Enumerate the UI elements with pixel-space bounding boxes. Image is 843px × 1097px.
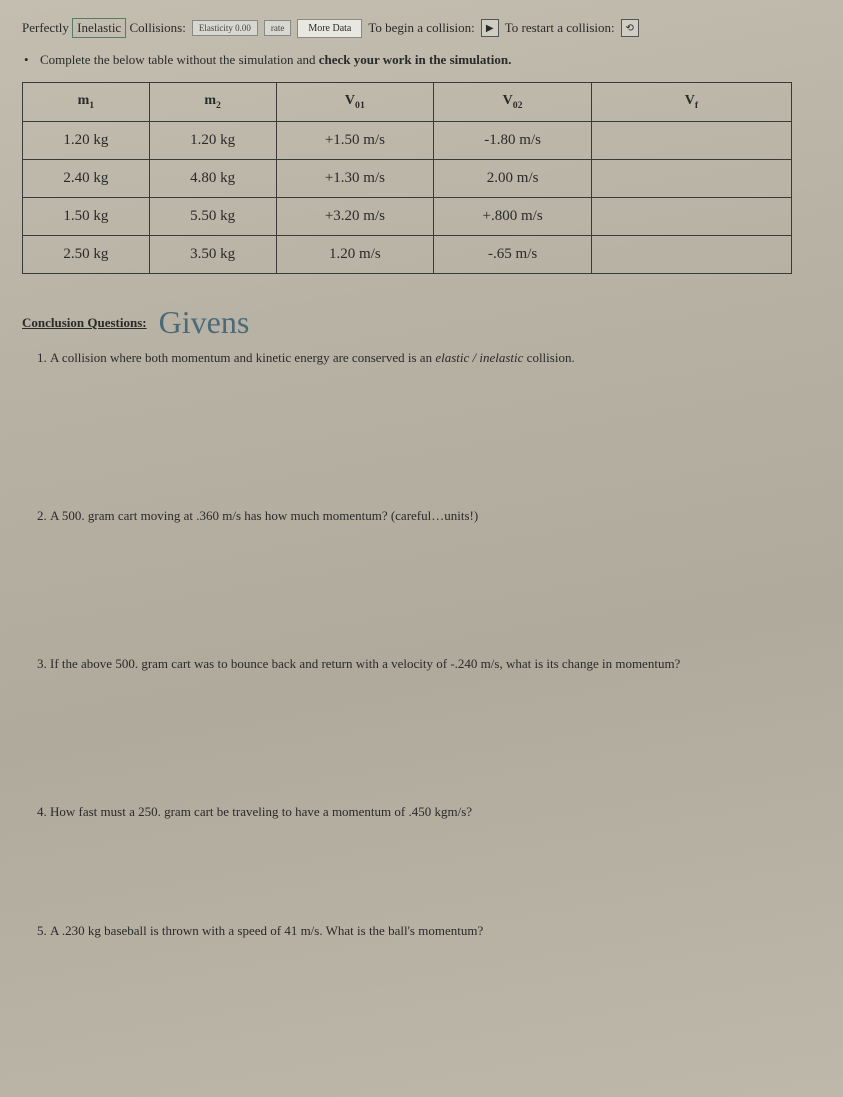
- cell-vf[interactable]: [592, 197, 792, 235]
- cell-m2: 5.50 kg: [149, 197, 276, 235]
- questions-list: A collision where both momentum and kine…: [22, 349, 821, 940]
- table-row: 1.50 kg 5.50 kg +3.20 m/s +.800 m/s: [23, 197, 792, 235]
- cell-m1: 2.40 kg: [23, 159, 150, 197]
- inelastic-boxed: Inelastic: [72, 18, 126, 38]
- col-header-v02: V02: [434, 83, 592, 122]
- cell-m2: 4.80 kg: [149, 159, 276, 197]
- table-row: 2.50 kg 3.50 kg 1.20 m/s -.65 m/s: [23, 235, 792, 273]
- question-3: If the above 500. gram cart was to bounc…: [50, 655, 821, 673]
- restart-icon[interactable]: ⟲: [621, 19, 639, 37]
- cell-v02: 2.00 m/s: [434, 159, 592, 197]
- table-row: 2.40 kg 4.80 kg +1.30 m/s 2.00 m/s: [23, 159, 792, 197]
- cell-m1: 1.20 kg: [23, 121, 150, 159]
- question-1: A collision where both momentum and kine…: [50, 349, 821, 367]
- cell-vf[interactable]: [592, 235, 792, 273]
- table-header-row: m1 m2 V01 V02 Vf: [23, 83, 792, 122]
- rate-button[interactable]: rate: [264, 20, 292, 36]
- question-5: A .230 kg baseball is thrown with a spee…: [50, 922, 821, 940]
- cell-m1: 2.50 kg: [23, 235, 150, 273]
- question-4: How fast must a 250. gram cart be travel…: [50, 803, 821, 821]
- restart-collision-label: To restart a collision:: [505, 20, 615, 36]
- cell-m2: 1.20 kg: [149, 121, 276, 159]
- cell-v01: +3.20 m/s: [276, 197, 434, 235]
- conclusion-heading: Conclusion Questions:: [22, 315, 147, 331]
- cell-v02: -.65 m/s: [434, 235, 592, 273]
- instruction-text: Complete the below table without the sim…: [40, 52, 821, 68]
- begin-collision-label: To begin a collision:: [368, 20, 474, 36]
- worksheet-header: Perfectly Inelastic Collisions: Elastici…: [22, 18, 821, 38]
- table-row: 1.20 kg 1.20 kg +1.50 m/s -1.80 m/s: [23, 121, 792, 159]
- perfectly-label: Perfectly Inelastic Collisions:: [22, 18, 186, 38]
- cell-v02: -1.80 m/s: [434, 121, 592, 159]
- cell-v02: +.800 m/s: [434, 197, 592, 235]
- cell-v01: +1.30 m/s: [276, 159, 434, 197]
- handwritten-givens: Givens: [159, 304, 250, 341]
- conclusion-section: Conclusion Questions: Givens A collision…: [22, 304, 821, 940]
- question-2: A 500. gram cart moving at .360 m/s has …: [50, 507, 821, 525]
- elasticity-button[interactable]: Elasticity 0.00: [192, 20, 258, 36]
- play-icon[interactable]: ▶: [481, 19, 499, 37]
- cell-m2: 3.50 kg: [149, 235, 276, 273]
- cell-v01: 1.20 m/s: [276, 235, 434, 273]
- col-header-m1: m1: [23, 83, 150, 122]
- cell-v01: +1.50 m/s: [276, 121, 434, 159]
- col-header-m2: m2: [149, 83, 276, 122]
- cell-vf[interactable]: [592, 159, 792, 197]
- cell-vf[interactable]: [592, 121, 792, 159]
- col-header-v01: V01: [276, 83, 434, 122]
- collision-data-table: m1 m2 V01 V02 Vf 1.20 kg 1.20 kg +1.50 m…: [22, 82, 792, 274]
- col-header-vf: Vf: [592, 83, 792, 122]
- cell-m1: 1.50 kg: [23, 197, 150, 235]
- more-data-button[interactable]: More Data: [297, 19, 362, 38]
